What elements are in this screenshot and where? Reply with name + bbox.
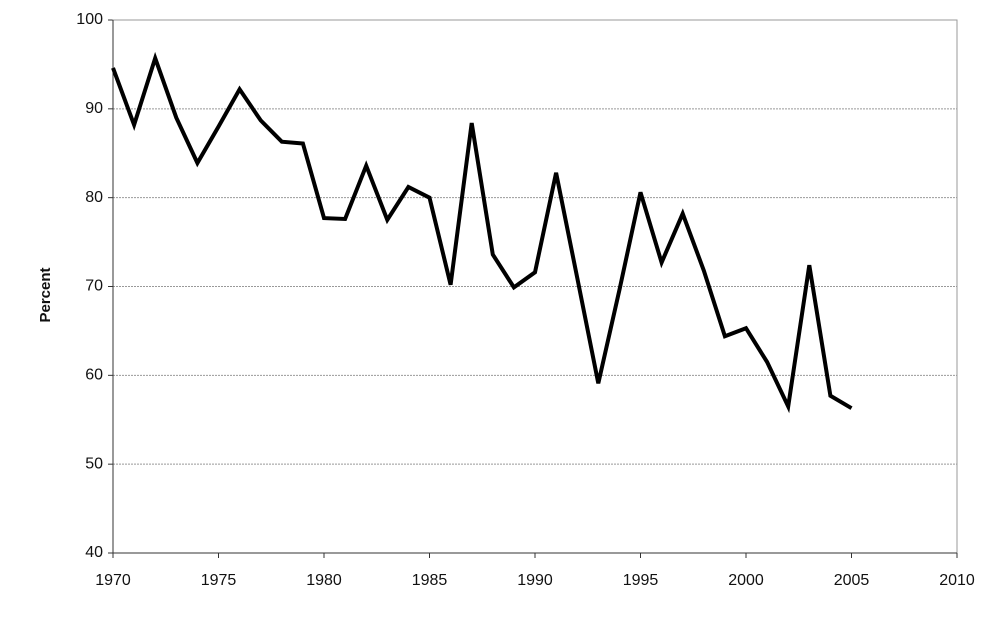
x-tick-label: 2010: [939, 572, 975, 589]
y-tick-label: 60: [85, 367, 103, 384]
x-tick-label: 1990: [517, 572, 553, 589]
y-axis-label: Percent: [37, 267, 54, 322]
x-tick-label: 2005: [834, 572, 870, 589]
y-tick-label: 40: [85, 544, 103, 561]
x-tick-label: 1980: [306, 572, 342, 589]
line: [111, 51, 853, 414]
y-tick-label: 70: [85, 278, 103, 295]
x-tick-label: 1995: [623, 572, 659, 589]
x-tick-label: 1985: [412, 572, 448, 589]
y-tick-label: 90: [85, 100, 103, 117]
x-tick-label: 2000: [728, 572, 764, 589]
y-tick-label: 50: [85, 455, 103, 472]
x-tick-label: 1970: [95, 572, 131, 589]
y-tick-label: 80: [85, 189, 103, 206]
y-tick-label: 100: [76, 11, 103, 28]
x-tick-label: 1975: [201, 572, 237, 589]
